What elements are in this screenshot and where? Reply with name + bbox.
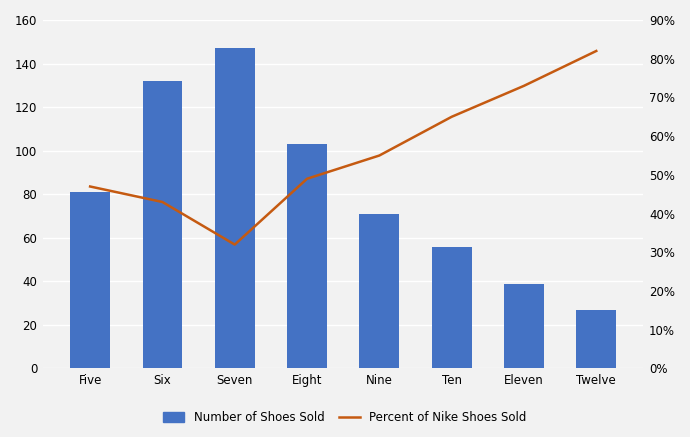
Bar bbox=[432, 246, 471, 368]
Bar bbox=[287, 144, 327, 368]
Bar bbox=[70, 192, 110, 368]
Bar bbox=[359, 214, 400, 368]
Bar bbox=[504, 284, 544, 368]
Bar bbox=[576, 310, 616, 368]
Legend: Number of Shoes Sold, Percent of Nike Shoes Sold: Number of Shoes Sold, Percent of Nike Sh… bbox=[159, 406, 531, 429]
Bar bbox=[215, 49, 255, 368]
Bar bbox=[143, 81, 182, 368]
